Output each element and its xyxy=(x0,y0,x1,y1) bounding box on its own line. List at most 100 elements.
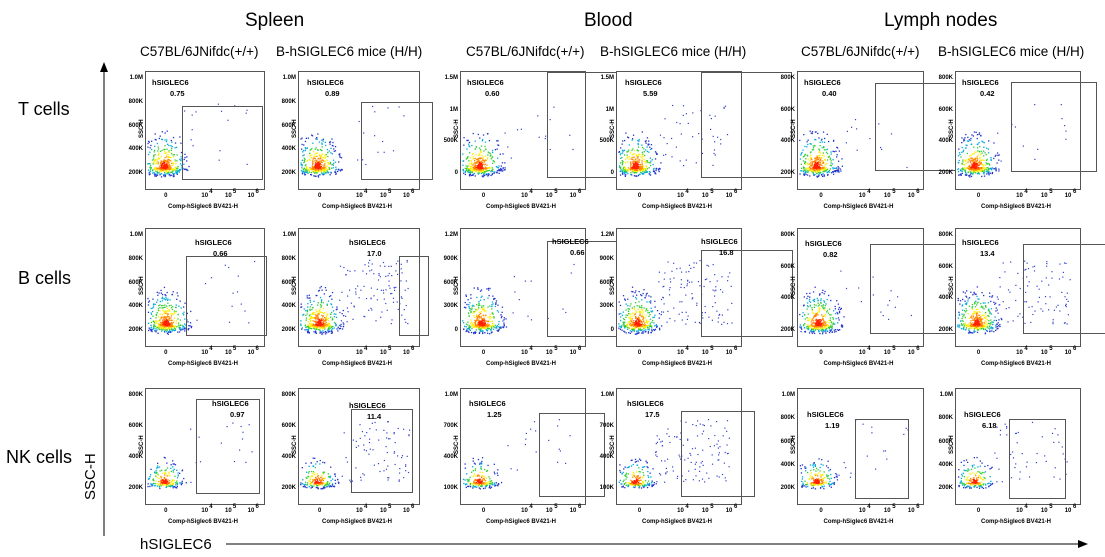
scatter-dots xyxy=(147,260,256,335)
x-tick-label: 6 xyxy=(733,189,738,195)
x-tick-label: 10 xyxy=(356,193,363,199)
column-label: C57BL/6JNifdc(+/+) xyxy=(140,44,259,59)
y-tick-label: 600K xyxy=(938,263,953,270)
x-tick-label: 6 xyxy=(577,346,582,352)
flow-plot-panel: hSIGLEC6 0.60 1.5M 1M 500K 0 SSC-H 0 10 4 10 5 10 6 Co… xyxy=(424,71,631,218)
flow-plot-panel: hSIGLEC6 0.97 800K 600K 400K 200K SSC-H 0 10 4 10 5… xyxy=(109,388,267,533)
y-tick-label: 600K xyxy=(780,106,795,113)
flow-plot-panel: hSIGLEC6 5.59 1.5M 1M 500K 0 SSC-H 0 10 4 10 5 10 6 Co… xyxy=(580,71,792,218)
gate-percentage: 11.4 xyxy=(367,412,382,421)
gate-name: hSIGLEC6 xyxy=(962,238,999,247)
x-tick-label: 10 xyxy=(1040,508,1048,514)
x-tick-label: 0 xyxy=(976,508,981,514)
gate-box xyxy=(351,409,413,493)
x-tick-label: 6 xyxy=(1072,189,1077,195)
x-tick-label: 6 xyxy=(255,346,259,352)
y-tick-label: 1.5M xyxy=(600,75,614,81)
x-tick-label: 4 xyxy=(529,504,533,510)
scatter-dots xyxy=(618,419,730,489)
x-tick-label: 6 xyxy=(411,189,415,195)
y-tick-label: 800K xyxy=(938,232,953,238)
x-tick-label: 10 xyxy=(380,350,387,356)
gate-percentage: 6.18 xyxy=(982,421,997,430)
x-tick-label: 4 xyxy=(1024,189,1028,195)
x-tick-label: 10 xyxy=(403,193,410,199)
y-tick-label: 700K xyxy=(599,423,614,429)
gate-box xyxy=(1009,419,1066,499)
y-tick-label: 800K xyxy=(281,392,296,398)
plot-y-axis-label: SSC-H xyxy=(610,118,616,138)
x-tick-label: 0 xyxy=(481,193,486,199)
x-tick-label: 10 xyxy=(569,350,577,356)
x-tick-label: 10 xyxy=(883,350,891,356)
gate-percentage: 16.8 xyxy=(719,248,734,257)
x-tick-label: 6 xyxy=(916,346,920,352)
x-tick-label: 5 xyxy=(554,189,558,195)
x-tick-label: 10 xyxy=(545,350,553,356)
x-tick-label: 6 xyxy=(255,504,259,510)
scatter-dots xyxy=(462,263,575,335)
x-tick-label: 10 xyxy=(403,350,410,356)
section-title-spleen: Spleen xyxy=(245,10,305,31)
y-tick-label: 800K xyxy=(780,415,795,422)
y-tick-label: 400K xyxy=(128,146,143,153)
y-tick-label: 600K xyxy=(780,263,795,270)
x-tick-label: 10 xyxy=(521,350,528,356)
gate-name: hSIGLEC6 xyxy=(467,78,504,87)
y-tick-label: 600K xyxy=(128,279,143,286)
x-tick-label: 10 xyxy=(725,350,733,356)
scatter-dots xyxy=(300,105,405,178)
x-tick-label: 0 xyxy=(819,193,823,199)
gate-name: hSIGLEC6 xyxy=(349,238,386,247)
y-tick-label: 800K xyxy=(780,75,795,81)
y-tick-label: 800K xyxy=(938,75,953,81)
x-tick-label: 10 xyxy=(1016,350,1023,356)
y-tick-label: 200K xyxy=(780,485,795,491)
gate-percentage: 17.0 xyxy=(367,249,382,258)
y-tick-label: 1.0M xyxy=(129,75,143,81)
y-tick-label: 1.0M xyxy=(444,392,458,398)
y-tick-label: 100K xyxy=(443,485,458,491)
x-tick-label: 6 xyxy=(411,346,415,352)
gate-name: hSIGLEC6 xyxy=(552,237,589,246)
row-label-nk-cells: NK cells xyxy=(6,447,73,467)
y-tick-label: 400K xyxy=(443,454,458,460)
flow-plot-panel: hSIGLEC6 6.18 1.0M 800K 600K 400K 200K SSC-H 0 10… xyxy=(919,388,1083,533)
plot-x-axis-label: Comp-hSiglec6 BV421-H xyxy=(486,204,557,210)
column-label: B-hSIGLEC6 mice (H/H) xyxy=(938,44,1085,59)
y-tick-label: 1M xyxy=(449,106,458,113)
gate-percentage: 1.25 xyxy=(487,410,502,419)
y-tick-label: 600K xyxy=(780,438,795,445)
x-tick-label: 4 xyxy=(364,504,368,510)
x-tick-label: 6 xyxy=(411,504,415,510)
x-tick-label: 6 xyxy=(577,189,582,195)
gate-name: hSIGLEC6 xyxy=(152,78,189,87)
plot-x-axis-label: Comp-hSiglec6 BV421-H xyxy=(642,361,713,367)
gate-name: hSIGLEC6 xyxy=(964,410,1001,419)
column-label: B-hSIGLEC6 mice (H/H) xyxy=(276,44,423,59)
gate-name: hSIGLEC6 xyxy=(807,410,844,419)
gate-name: hSIGLEC6 xyxy=(195,238,232,247)
plot-x-axis-label: Comp-hSiglec6 BV421-H xyxy=(981,204,1052,210)
y-tick-label: 400K xyxy=(281,454,296,460)
gate-percentage: 0.97 xyxy=(230,410,245,419)
y-tick-label: 400K xyxy=(281,146,296,153)
y-tick-label: 0 xyxy=(610,327,614,333)
plot-frame: hSIGLEC6 0.42 xyxy=(955,71,1097,190)
x-tick-label: 10 xyxy=(701,508,709,514)
x-tick-label: 4 xyxy=(685,504,689,510)
x-tick-label: 10 xyxy=(545,508,553,514)
plot-x-axis-label: Comp-hSiglec6 BV421-H xyxy=(322,361,393,367)
y-tick-label: 900K xyxy=(443,255,458,262)
gate-name: hSIGLEC6 xyxy=(469,399,506,408)
x-tick-label: 5 xyxy=(892,189,896,195)
scatter-dots xyxy=(462,419,571,490)
y-tick-label: 1.5M xyxy=(444,75,458,81)
plot-x-axis-label: Comp-hSiglec6 BV421-H xyxy=(981,519,1052,525)
x-tick-label: 6 xyxy=(577,504,582,510)
plot-x-axis-label: Comp-hSiglec6 BV421-H xyxy=(322,204,393,210)
y-tick-label: 100K xyxy=(599,485,614,491)
y-tick-label: 1.0M xyxy=(781,392,795,398)
scatter-dots xyxy=(799,119,908,178)
scatter-dots xyxy=(799,270,912,335)
